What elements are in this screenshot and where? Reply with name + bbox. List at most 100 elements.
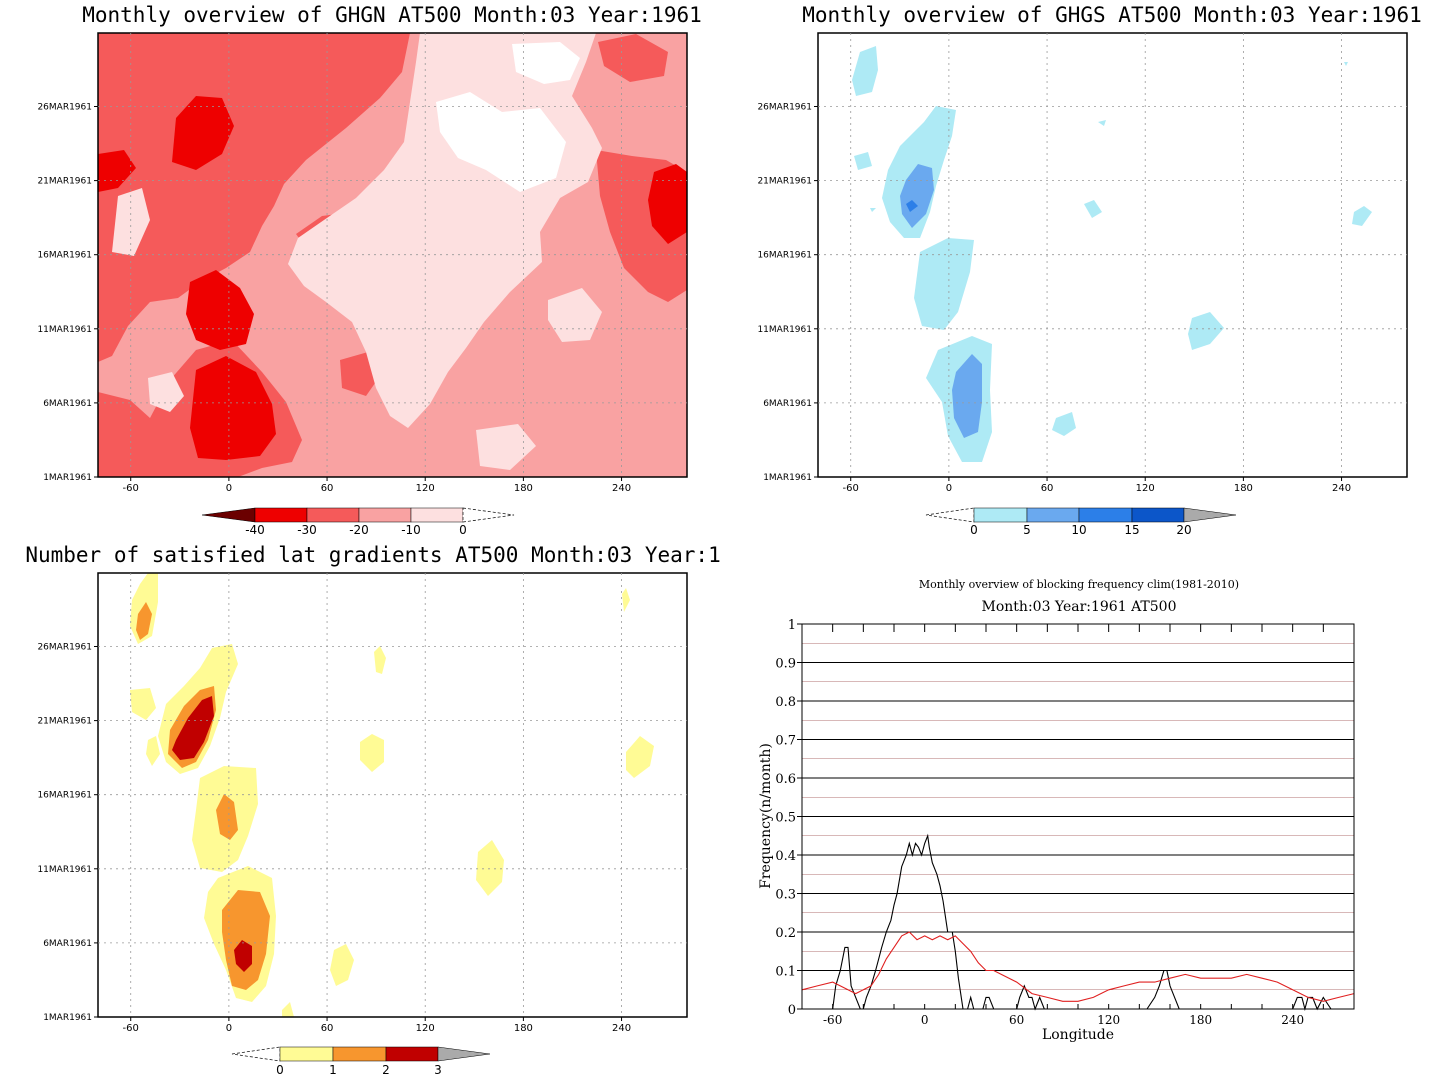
y-tick-label: 0.8 [775, 695, 796, 710]
colorbar-label: 0 [459, 523, 467, 537]
y-tick-label: 26MAR1961 [37, 103, 92, 113]
x-tick-label: 120 [416, 483, 435, 494]
field-contour [1352, 206, 1372, 226]
y-tick-label: 0.1 [775, 965, 796, 980]
x-tick-label: 180 [1189, 1013, 1212, 1027]
y-tick-label: 16MAR1961 [37, 251, 92, 261]
colorbar-cap [201, 507, 256, 523]
chart-title: Number of satisfied lat gradients AT500 … [25, 543, 720, 567]
colorbar-cap [437, 1046, 491, 1062]
colorbar-label: -10 [401, 523, 421, 537]
colorbar-label: 5 [1023, 523, 1031, 537]
x-tick-label: 60 [1041, 483, 1054, 494]
field-contour [852, 46, 878, 96]
x-tick-label: 0 [226, 483, 232, 494]
colorbar-cap [925, 507, 975, 523]
y-tick-label: 1MAR1961 [43, 473, 92, 483]
colorbar-bin [358, 507, 412, 523]
field-contour [1084, 200, 1102, 218]
field-contour [282, 1002, 294, 1017]
y-tick-label: 11MAR1961 [37, 325, 92, 335]
x-tick-label: 60 [321, 483, 334, 494]
field-contour [1344, 62, 1348, 66]
y-tick-label: 21MAR1961 [37, 717, 92, 727]
y-tick-label: 0.3 [775, 888, 796, 903]
field-contour [146, 736, 160, 766]
x-tick-label: 240 [1332, 483, 1351, 494]
ghgn-field [98, 33, 687, 477]
x-tick-label: 60 [321, 1023, 334, 1034]
colorbar-bin [410, 507, 464, 523]
colorbar-bin [1026, 507, 1080, 523]
field-contour [222, 890, 270, 990]
colorbar-label: 2 [382, 1063, 390, 1077]
y-tick-label: 1MAR1961 [43, 1013, 92, 1023]
plot-frame [801, 623, 1355, 1010]
colorbar-cap [231, 1046, 281, 1062]
field-contour [476, 424, 536, 470]
x-tick-label: 0 [921, 1013, 929, 1027]
x-tick-label: -60 [123, 483, 139, 494]
chart-subtitle: Month:03 Year:1961 AT500 [982, 599, 1177, 615]
field-contour [476, 840, 504, 896]
x-tick-label: 0 [946, 483, 952, 494]
field-contour [172, 96, 234, 170]
frequency-panel: Monthly overview of blocking frequency c… [720, 540, 1440, 1091]
colorbar-bin [254, 507, 308, 523]
colorbar-cap [462, 507, 515, 523]
gradients-axes: 1MAR1961 6MAR1961 11MAR1961 16MAR1961 21MAR1… [37, 573, 687, 1034]
ghgn-panel: Monthly overview of GHGN AT500 Month:03 … [0, 0, 720, 545]
x-tick-label: -60 [823, 1013, 842, 1027]
frequency-series [801, 833, 1355, 1012]
y-tick-label: 0.9 [775, 657, 796, 672]
frequency-grid [802, 642, 1354, 991]
colorbar-bin [1078, 507, 1133, 523]
x-tick-label: 180 [1234, 483, 1253, 494]
y-tick-label: 6MAR1961 [43, 399, 92, 409]
x-tick-label: 120 [1136, 483, 1155, 494]
ghgs-panel: Monthly overview of GHGS AT500 Month:03 … [720, 0, 1440, 545]
colorbar-bin [306, 507, 360, 523]
gradients-panel: Number of satisfied lat gradients AT500 … [0, 540, 720, 1091]
y-tick-label: 11MAR1961 [757, 325, 812, 335]
y-tick-label: 16MAR1961 [37, 791, 92, 801]
field-contour [854, 152, 872, 170]
colorbar-bin [1131, 507, 1185, 523]
y-axis-label: Frequency(n/month) [758, 743, 774, 889]
field-contour [906, 200, 918, 212]
field-contour [148, 372, 184, 412]
y-tick-label: 0.6 [775, 772, 796, 787]
y-tick-label: 16MAR1961 [757, 251, 812, 261]
field-contour [374, 646, 386, 674]
gradients-chart: Number of satisfied lat gradients AT500 … [25, 543, 720, 1077]
chart-title: Monthly overview of blocking frequency c… [919, 578, 1239, 591]
y-tick-label: 6MAR1961 [763, 399, 812, 409]
x-tick-label: 180 [514, 1023, 533, 1034]
y-tick-label: 1 [788, 618, 796, 633]
field-contour [512, 42, 580, 84]
x-tick-label: 120 [1097, 1013, 1120, 1027]
colorbar-label: -20 [349, 523, 369, 537]
colorbar-label: -30 [297, 523, 317, 537]
field-contour [598, 34, 668, 82]
chart-title: Monthly overview of GHGN AT500 Month:03 … [82, 3, 702, 27]
colorbar-bin [385, 1046, 439, 1062]
field-contour [360, 734, 384, 772]
field-contour [186, 270, 254, 350]
field-contour [98, 150, 136, 192]
colorbar-label: 15 [1124, 523, 1139, 537]
y-tick-label: 0 [788, 1003, 796, 1018]
y-tick-label: 26MAR1961 [37, 643, 92, 653]
x-tick-label: 240 [612, 1023, 631, 1034]
field-contour [1188, 312, 1224, 350]
x-axis-label: Longitude [1042, 1027, 1114, 1043]
colorbar-label: 10 [1071, 523, 1086, 537]
y-tick-label: 0.7 [775, 734, 796, 749]
frequency-ticks: 0 0.1 0.2 0.3 0.4 0.5 0.6 0.7 0.8 0.9 1 -60 0 60 120 18… [775, 618, 1355, 1027]
field-contour [900, 164, 934, 228]
ghgs-axes: 1MAR1961 6MAR1961 11MAR1961 16MAR1961 21MAR1… [757, 33, 1407, 494]
field-contour [952, 354, 982, 438]
y-tick-label: 21MAR1961 [757, 177, 812, 187]
field-contour [130, 688, 156, 720]
field-contour [648, 164, 687, 244]
